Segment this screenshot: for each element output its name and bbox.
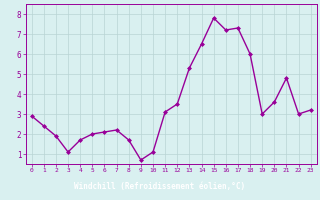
Text: Windchill (Refroidissement éolien,°C): Windchill (Refroidissement éolien,°C)	[75, 182, 245, 192]
